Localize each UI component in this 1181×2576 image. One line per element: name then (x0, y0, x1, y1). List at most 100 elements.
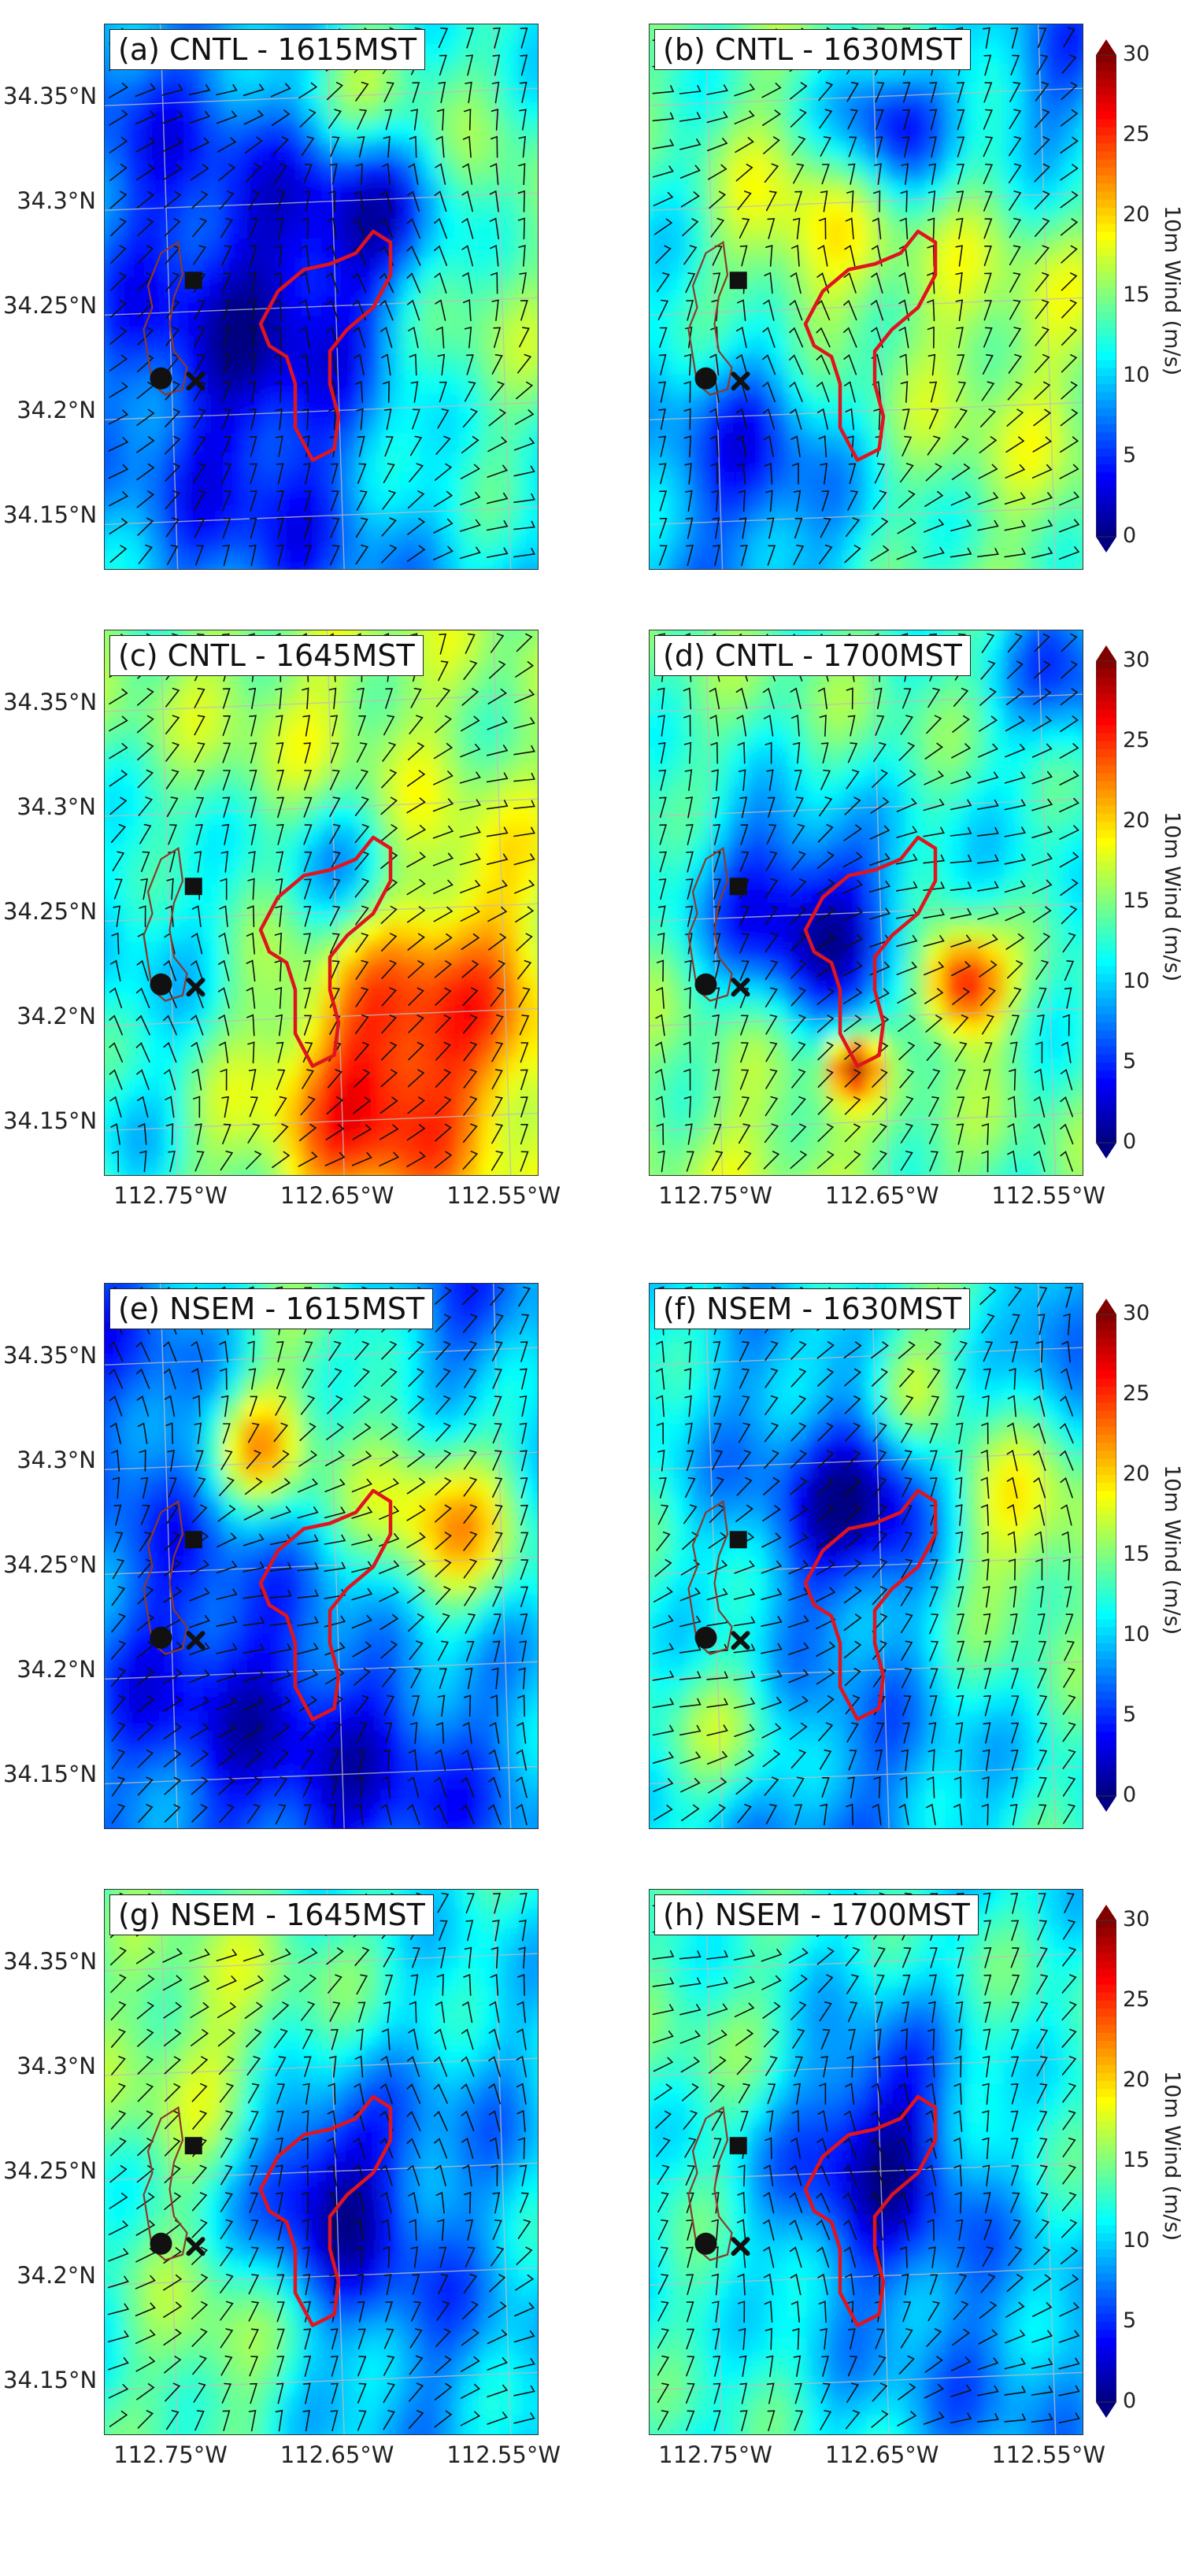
wind-barb (328, 1722, 342, 1743)
wind-barb (490, 1695, 498, 1717)
wind-barb (657, 715, 665, 737)
wind-barb (463, 1558, 478, 1579)
wind-barb (734, 83, 756, 97)
wind-barb (950, 934, 972, 948)
wind-barb (354, 1069, 371, 1088)
latitude-tick-label: 34.3°N (17, 187, 96, 215)
wind-barb (953, 687, 969, 707)
colorbar-tick-label: 30 (1123, 1301, 1150, 1325)
wind-barb (656, 959, 665, 982)
wind-barb (953, 2083, 962, 2105)
wind-barb (520, 1368, 528, 1390)
wind-barb (683, 714, 691, 737)
square-marker (184, 878, 202, 896)
wind-barb (979, 688, 997, 706)
wind-barb (790, 1368, 807, 1388)
wind-barb (872, 2382, 888, 2402)
wind-barb (1034, 136, 1050, 155)
colorbar-tick-label: 20 (1123, 1462, 1150, 1486)
wind-barb (434, 2410, 453, 2428)
wind-barb (1009, 136, 1022, 157)
wind-barb (738, 2083, 751, 2104)
wind-barb (680, 2057, 701, 2073)
wind-barb (357, 2356, 367, 2377)
wind-barb (222, 770, 231, 791)
wind-barb (109, 1368, 124, 1389)
colorbar-tick-label: 0 (1123, 2389, 1137, 2413)
wind-barb (1031, 852, 1053, 867)
wind-barb (952, 715, 970, 733)
wind-barb (222, 408, 231, 430)
wind-barb (460, 744, 481, 758)
wind-barb (301, 380, 309, 403)
wind-barb (438, 1946, 446, 1968)
wind-barb (658, 769, 667, 791)
wind-barb (816, 1947, 835, 1965)
wind-barb (923, 547, 945, 559)
wind-barb (492, 54, 501, 76)
wind-barb (303, 490, 312, 512)
wind-barb (819, 2001, 832, 2022)
wind-barb (816, 1668, 835, 1685)
wind-barb (790, 272, 802, 294)
wind-barb (357, 1750, 365, 1771)
wind-barb (465, 1667, 473, 1690)
wind-barb (789, 2192, 803, 2213)
wind-barb (1061, 2219, 1078, 2238)
wind-barb (816, 2246, 830, 2268)
wind-barb (275, 2056, 287, 2077)
wind-barb (351, 1478, 372, 1493)
wind-barb (356, 1974, 368, 1995)
wind-barb (385, 688, 394, 709)
circle-marker (694, 973, 717, 996)
wind-barb (276, 463, 284, 485)
wind-barb (843, 353, 857, 375)
wind-barb (979, 960, 998, 978)
wind-barb (406, 2083, 421, 2105)
wind-barb (298, 1669, 319, 1683)
wind-barb (165, 299, 180, 320)
wind-barb (652, 1643, 675, 1654)
wind-barb (330, 163, 338, 185)
wind-barb (1033, 1476, 1046, 1499)
wind-barb (353, 2137, 366, 2159)
graticule (650, 630, 1083, 1175)
map-panel-5: (e) NSEM - 1615MST (104, 1283, 539, 1829)
wind-barb (513, 2385, 535, 2397)
wind-barb (953, 2110, 963, 2132)
wind-barb (408, 2028, 419, 2050)
wind-barb (355, 959, 369, 981)
wind-barb (657, 2355, 670, 2376)
wind-barb (733, 1616, 756, 1627)
wind-barb (1006, 660, 1024, 679)
colorbar-tick-label: 5 (1123, 1702, 1137, 1727)
wind-barb (516, 1776, 528, 1798)
wind-barb (489, 190, 499, 213)
wind-barb (354, 1368, 370, 1388)
wind-barb (276, 742, 284, 764)
town-boundary (687, 2105, 733, 2261)
wind-barb (842, 2192, 857, 2213)
wind-barb (516, 633, 533, 652)
wind-barb (463, 1504, 478, 1525)
wind-barb (217, 1505, 236, 1522)
wind-barb (957, 109, 965, 131)
wind-barb (983, 1042, 993, 1063)
wind-barb (898, 2138, 911, 2159)
wind-barb (108, 491, 129, 507)
wind-barb (950, 827, 972, 837)
wind-barb (1061, 2192, 1077, 2212)
wind-barb (765, 490, 773, 512)
wind-barb (794, 518, 803, 539)
wind-barb (683, 1368, 692, 1390)
wind-barb (435, 1749, 446, 1771)
wind-barb (875, 1749, 883, 1771)
wind-barb (739, 1341, 750, 1362)
wind-barb (221, 823, 230, 845)
wind-barb (324, 1561, 346, 1572)
wind-barb (328, 1803, 337, 1826)
wind-barb (820, 517, 831, 538)
wind-barb (435, 1532, 452, 1550)
wind-barb (136, 1069, 150, 1090)
wind-barb (109, 2165, 128, 2183)
